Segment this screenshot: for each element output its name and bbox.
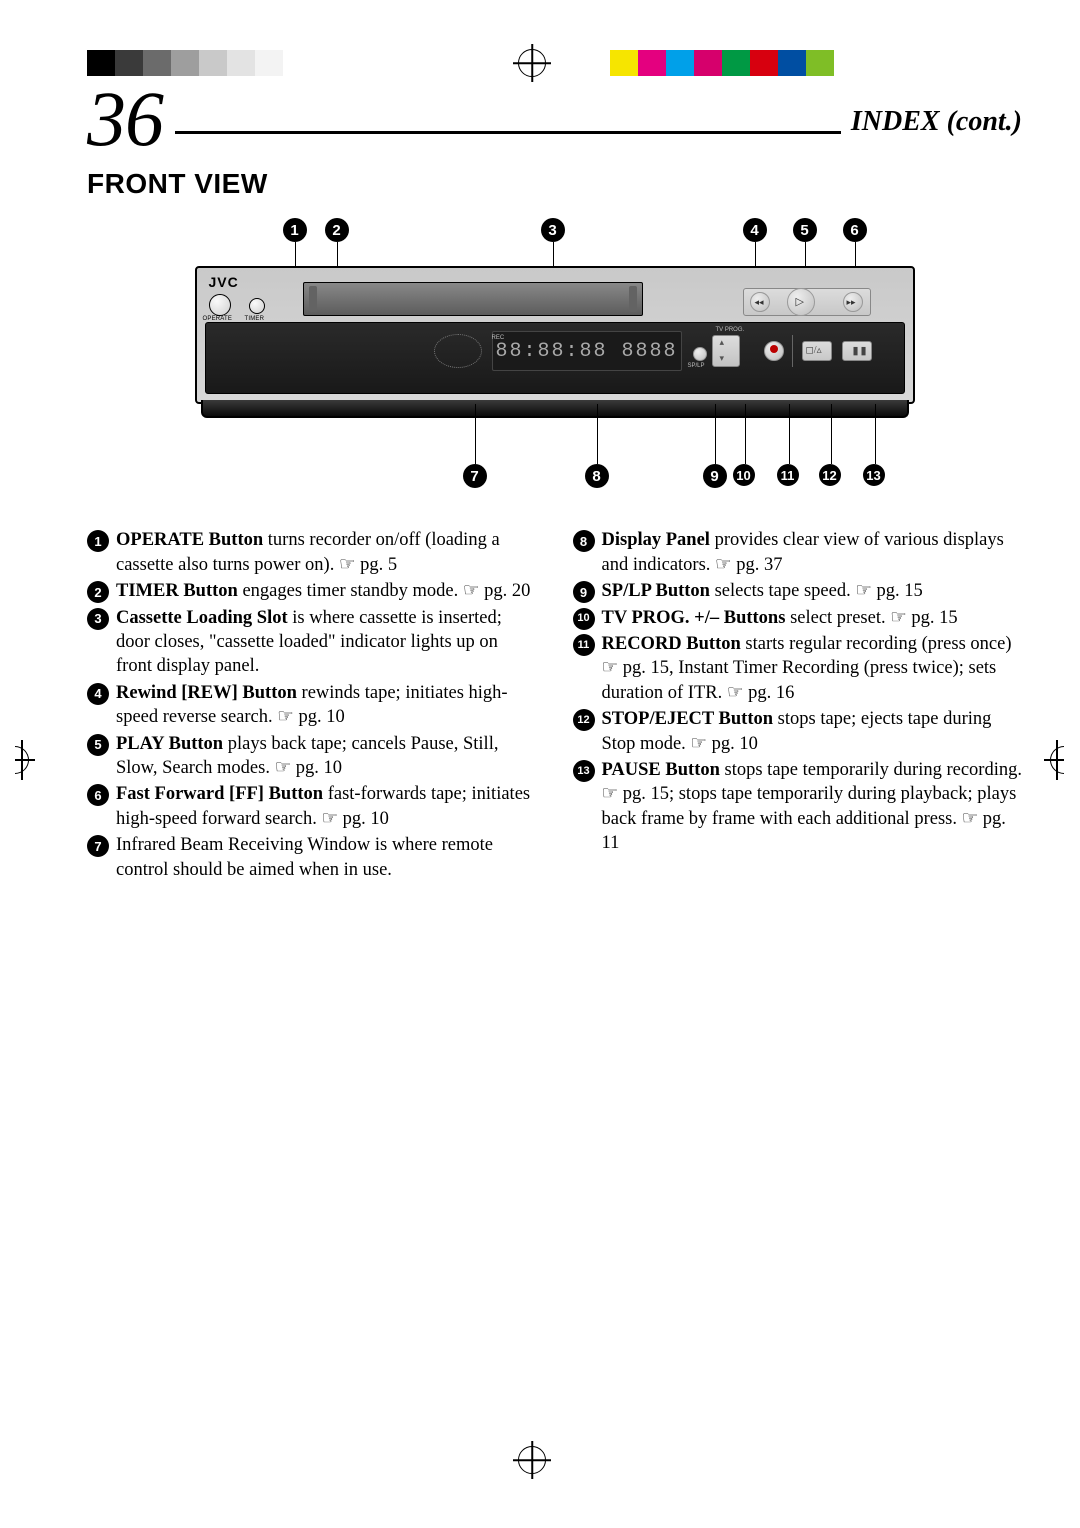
tvprog-label: TV PROG. <box>716 327 745 333</box>
desc-num: 1 <box>87 530 109 552</box>
callout-7: 7 <box>463 464 487 488</box>
column-right: 8 Display Panel provides clear view of va… <box>573 528 1023 884</box>
callout-lead-9 <box>715 404 717 464</box>
desc-num: 2 <box>87 581 109 603</box>
desc-item-9: 9 SP/LP Button selects tape speed. ☞ pg. … <box>573 579 1023 603</box>
callout-lead-7 <box>475 404 477 464</box>
callout-9: 9 <box>703 464 727 488</box>
cassette-slot[interactable] <box>303 282 643 316</box>
desc-item-13: 13 PAUSE Button stops tape temporarily du… <box>573 758 1023 856</box>
tvprog-buttons[interactable] <box>712 335 740 367</box>
desc-num: 3 <box>87 608 109 630</box>
desc-num: 10 <box>573 608 595 630</box>
callout-3: 3 <box>541 218 565 242</box>
registration-mark-bottom <box>518 1446 546 1474</box>
desc-num: 5 <box>87 734 109 756</box>
callout-lead-11 <box>789 404 791 464</box>
desc-num: 8 <box>573 530 595 552</box>
callout-12: 12 <box>819 464 841 486</box>
callout-lead-13 <box>875 404 877 464</box>
desc-item-12: 12 STOP/EJECT Button stops tape; ejects t… <box>573 707 1023 756</box>
desc-num: 6 <box>87 784 109 806</box>
desc-text: Cassette Loading Slot is where cassette … <box>116 606 537 679</box>
desc-item-2: 2 TIMER Button engages timer standby mode… <box>87 579 537 603</box>
desc-num: 9 <box>573 581 595 603</box>
desc-num: 4 <box>87 683 109 705</box>
desc-text: STOP/EJECT Button stops tape; ejects tap… <box>602 707 1023 756</box>
desc-item-8: 8 Display Panel provides clear view of va… <box>573 528 1023 577</box>
desc-item-1: 1 OPERATE Button turns recorder on/off (l… <box>87 528 537 577</box>
callout-4: 4 <box>743 218 767 242</box>
callout-11: 11 <box>777 464 799 486</box>
registration-mark-left <box>15 746 29 774</box>
front-view-diagram: 123456 JVC OPERATE TIMER ◂◂ ▷ ▸▸ <box>195 218 915 498</box>
description-columns: 1 OPERATE Button turns recorder on/off (l… <box>87 528 1022 884</box>
desc-num: 13 <box>573 760 595 782</box>
section-title: FRONT VIEW <box>87 168 1022 200</box>
callout-lead-12 <box>831 404 833 464</box>
header-rule <box>175 131 841 134</box>
callout-lead-10 <box>745 404 747 464</box>
desc-item-4: 4 Rewind [REW] Button rewinds tape; initi… <box>87 681 537 730</box>
desc-text: PAUSE Button stops tape temporarily duri… <box>602 758 1023 856</box>
desc-text: TIMER Button engages timer standby mode.… <box>116 579 537 603</box>
callout-6: 6 <box>843 218 867 242</box>
page-header: 36 INDEX (cont.) <box>87 88 1022 150</box>
desc-num: 12 <box>573 709 595 731</box>
column-left: 1 OPERATE Button turns recorder on/off (l… <box>87 528 537 884</box>
callout-5: 5 <box>793 218 817 242</box>
desc-item-7: 7 Infrared Beam Receiving Window is where… <box>87 833 537 882</box>
desc-item-11: 11 RECORD Button starts regular recording… <box>573 632 1023 705</box>
page-content: 36 INDEX (cont.) FRONT VIEW 123456 JVC O… <box>87 88 1022 884</box>
desc-text: Display Panel provides clear view of var… <box>602 528 1023 577</box>
callout-1: 1 <box>283 218 307 242</box>
callout-2: 2 <box>325 218 349 242</box>
desc-num: 7 <box>87 835 109 857</box>
page-number: 36 <box>87 88 163 150</box>
registration-colors-right <box>582 50 834 76</box>
header-label: INDEX (cont.) <box>851 106 1022 150</box>
brand-logo: JVC <box>209 274 239 290</box>
desc-text: Infrared Beam Receiving Window is where … <box>116 833 537 882</box>
desc-text: Fast Forward [FF] Button fast-forwards t… <box>116 782 537 831</box>
desc-text: OPERATE Button turns recorder on/off (lo… <box>116 528 537 577</box>
registration-gradient-left <box>87 50 311 76</box>
desc-item-10: 10 TV PROG. +/– Buttons select preset. ☞ … <box>573 606 1023 630</box>
desc-text: Rewind [REW] Button rewinds tape; initia… <box>116 681 537 730</box>
desc-num: 11 <box>573 634 595 656</box>
desc-text: PLAY Button plays back tape; cancels Pau… <box>116 732 537 781</box>
callout-8: 8 <box>585 464 609 488</box>
registration-mark-top <box>518 49 546 77</box>
callout-10: 10 <box>733 464 755 486</box>
callout-lead-8 <box>597 404 599 464</box>
timer-button[interactable] <box>249 298 265 314</box>
splp-button[interactable] <box>693 347 707 361</box>
ir-window <box>434 334 482 368</box>
desc-item-6: 6 Fast Forward [FF] Button fast-forwards … <box>87 782 537 831</box>
registration-mark-right <box>1050 746 1064 774</box>
desc-text: RECORD Button starts regular recording (… <box>602 632 1023 705</box>
vcr-illustration: JVC OPERATE TIMER ◂◂ ▷ ▸▸ 88:88:88 8888 … <box>195 266 915 418</box>
display-panel: 88:88:88 8888 <box>492 331 682 371</box>
desc-item-5: 5 PLAY Button plays back tape; cancels Pa… <box>87 732 537 781</box>
desc-text: SP/LP Button selects tape speed. ☞ pg. 1… <box>602 579 1023 603</box>
desc-text: TV PROG. +/– Buttons select preset. ☞ pg… <box>602 606 1023 630</box>
callout-13: 13 <box>863 464 885 486</box>
desc-item-3: 3 Cassette Loading Slot is where cassette… <box>87 606 537 679</box>
operate-button[interactable] <box>209 294 231 316</box>
splp-label: SP/LP <box>688 363 705 369</box>
